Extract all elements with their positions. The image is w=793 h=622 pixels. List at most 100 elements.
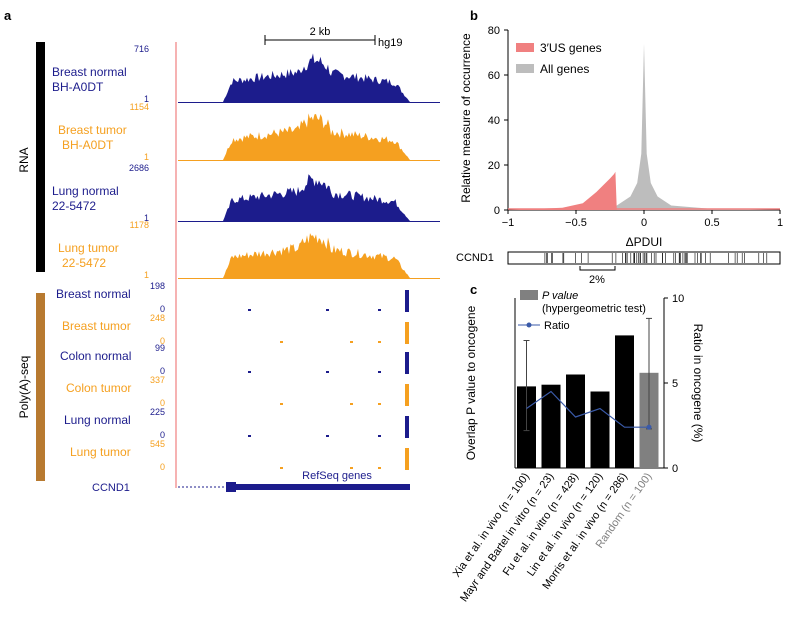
scale-bar-label: 2 kb [310, 26, 331, 38]
series-all-genes [508, 43, 780, 210]
legend-ratio: Ratio [544, 320, 570, 332]
legend-point-ratio [526, 322, 532, 328]
polya-track-min: 0 [160, 398, 165, 408]
gene-exon-start [226, 482, 236, 492]
polya-track-max: 337 [150, 375, 165, 385]
ratio-point [646, 424, 652, 430]
gene-label: CCND1 [92, 482, 130, 494]
rna-group-label: RNA [17, 147, 31, 172]
rna-track-max: 2686 [129, 163, 149, 173]
polya-peak-small [378, 371, 381, 373]
polya-track-name: Colon normal [60, 349, 131, 363]
rna-coverage [178, 233, 440, 279]
polya-peak-main [405, 448, 409, 470]
density-chart: 0 20 40 60 80 −1 −0.5 0 0.5 1 Relative measure o… [459, 25, 783, 249]
rna-track-max: 716 [134, 44, 149, 54]
rna-track-max: 1154 [130, 102, 149, 112]
polya-group-bar [36, 293, 45, 481]
strip-ticks [544, 253, 768, 263]
rna-group-bar [36, 42, 45, 272]
polya-track-name: Lung tumor [70, 445, 131, 459]
refseq-label: RefSeq genes [302, 470, 372, 482]
b-ytick-label: 40 [488, 115, 500, 127]
strip-bracket [579, 266, 616, 271]
rna-coverage [178, 174, 440, 222]
polya-track-max: 248 [150, 313, 165, 323]
b-xtick-label: −1 [502, 217, 515, 229]
b-ytick-label: 20 [488, 160, 500, 172]
c-ylabel-left: Overlap P value to oncogene [464, 305, 478, 460]
polya-peak-small [280, 341, 283, 343]
polya-peak-main [405, 352, 409, 374]
polya-track: Colon tumor 337 0 [66, 375, 409, 408]
b-ylabel: Relative measure of occurrence [459, 33, 473, 203]
polya-peak-small [350, 341, 353, 343]
rna-track-max: 1178 [130, 220, 149, 230]
legend-swatch-all [516, 64, 534, 73]
b-xtick-label: −0.5 [565, 217, 587, 229]
polya-peak-small [350, 467, 353, 469]
rna-track-name: Breast normal [52, 65, 127, 79]
polya-peak-small [326, 371, 329, 373]
panel-b-label: b [470, 8, 478, 23]
c-ytick-label: 5 [672, 378, 678, 390]
polya-peak-small [378, 341, 381, 343]
polya-peak-small [326, 309, 329, 311]
polya-track: Breast normal 198 0 [56, 281, 409, 314]
rna-track-name: Breast tumor [58, 123, 127, 137]
polya-peak-small [248, 309, 251, 311]
bar [566, 374, 585, 468]
rna-track-sample: BH-A0DT [62, 138, 114, 152]
legend-pvalue-line2: (hypergeometric test) [542, 303, 646, 315]
panel-c-label: c [470, 282, 477, 297]
series-3us-genes [508, 171, 617, 210]
polya-peak-main [405, 322, 409, 344]
c-ytick-label: 10 [672, 293, 684, 305]
legend-pvalue-line1: P value [542, 290, 578, 302]
b-xlabel: ΔPDUI [626, 235, 663, 249]
polya-peak-small [248, 371, 251, 373]
polya-peak-main [405, 384, 409, 406]
ccnd1-strip [507, 251, 781, 265]
bar [615, 335, 634, 468]
b-xtick-label: 0 [641, 217, 647, 229]
polya-peak-small [326, 435, 329, 437]
polya-track-name: Breast tumor [62, 319, 131, 333]
polya-peak-small [350, 403, 353, 405]
strip-annotation: 2% [589, 274, 605, 286]
rna-track-min: 1 [144, 213, 149, 223]
c-ylabel-right: Ratio in oncogene (%) [691, 324, 705, 443]
polya-track: Colon normal 99 0 [60, 343, 409, 376]
b-xtick-label: 1 [777, 217, 783, 229]
rna-track-sample: 22-5472 [62, 256, 106, 270]
polya-track-max: 225 [150, 407, 165, 417]
legend-swatch-3us [516, 43, 534, 52]
polya-peak-small [248, 435, 251, 437]
rna-track-sample: BH-A0DT [52, 80, 104, 94]
polya-track-max: 198 [150, 281, 165, 291]
b-ytick-label: 0 [494, 205, 500, 217]
polya-track: Lung tumor 545 0 [70, 439, 409, 472]
legend-all: All genes [540, 62, 589, 76]
b-xtick-label: 0.5 [704, 217, 719, 229]
polya-track: Lung normal 225 0 [64, 407, 409, 440]
bar [541, 384, 561, 468]
rna-coverage [178, 53, 440, 103]
panel-a-label: a [4, 8, 12, 23]
polya-peak-small [280, 467, 283, 469]
polya-track-name: Lung normal [64, 413, 131, 427]
ratio-line [526, 390, 649, 428]
polya-track-min: 0 [160, 462, 165, 472]
rna-track-sample: 22-5472 [52, 199, 96, 213]
polya-track-name: Colon tumor [66, 381, 131, 395]
b-ytick-label: 80 [488, 25, 500, 37]
strip-label: CCND1 [456, 252, 494, 264]
legend-swatch-pvalue [520, 290, 538, 300]
rna-track-min: 1 [144, 270, 149, 280]
